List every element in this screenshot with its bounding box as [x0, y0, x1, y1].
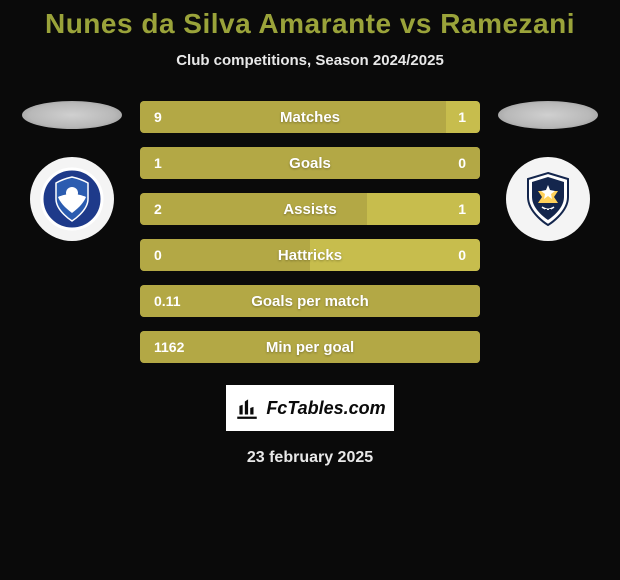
stat-bar-goals: 1 0 Goals	[140, 147, 480, 179]
left-value: 1	[154, 155, 162, 171]
stat-bar-goals-per-match: 0.11 Goals per match	[140, 285, 480, 317]
metric-label: Hattricks	[278, 247, 342, 264]
right-club-crest	[506, 157, 590, 241]
stat-bar-assists: 2 1 Assists	[140, 193, 480, 225]
right-value: 1	[458, 201, 466, 217]
stat-bars: 9 1 Matches 1 0 Goals 2 1 Assists 0 0 Hattricks 0.11…	[140, 101, 480, 363]
metric-label: Matches	[280, 109, 340, 126]
stat-bar-hattricks: 0 0 Hattricks	[140, 239, 480, 271]
left-side	[22, 101, 122, 241]
left-value: 9	[154, 109, 162, 125]
left-club-crest	[30, 157, 114, 241]
left-value: 2	[154, 201, 162, 217]
stat-bar-matches: 9 1 Matches	[140, 101, 480, 133]
right-side	[498, 101, 598, 241]
left-value: 1162	[154, 339, 184, 355]
right-value: 0	[458, 155, 466, 171]
metric-label: Goals per match	[251, 293, 369, 310]
left-value: 0	[154, 247, 162, 263]
metric-label: Goals	[289, 155, 331, 172]
metric-label: Min per goal	[266, 339, 354, 356]
stat-bar-min-per-goal: 1162 Min per goal	[140, 331, 480, 363]
right-value: 0	[458, 247, 466, 263]
source-text: FcTables.com	[266, 398, 385, 419]
right-photo-placeholder	[498, 101, 598, 129]
page-title: Nunes da Silva Amarante vs Ramezani	[0, 0, 620, 40]
season-subtitle: Club competitions, Season 2024/2025	[0, 52, 620, 69]
source-badge[interactable]: FcTables.com	[226, 385, 394, 431]
right-value: 1	[458, 109, 466, 125]
chart-icon	[234, 395, 260, 421]
left-value: 0.11	[154, 293, 180, 309]
metric-label: Assists	[283, 201, 336, 218]
left-photo-placeholder	[22, 101, 122, 129]
comparison-block: 9 1 Matches 1 0 Goals 2 1 Assists 0 0 Hattricks 0.11…	[0, 101, 620, 363]
date-label: 23 february 2025	[0, 449, 620, 467]
